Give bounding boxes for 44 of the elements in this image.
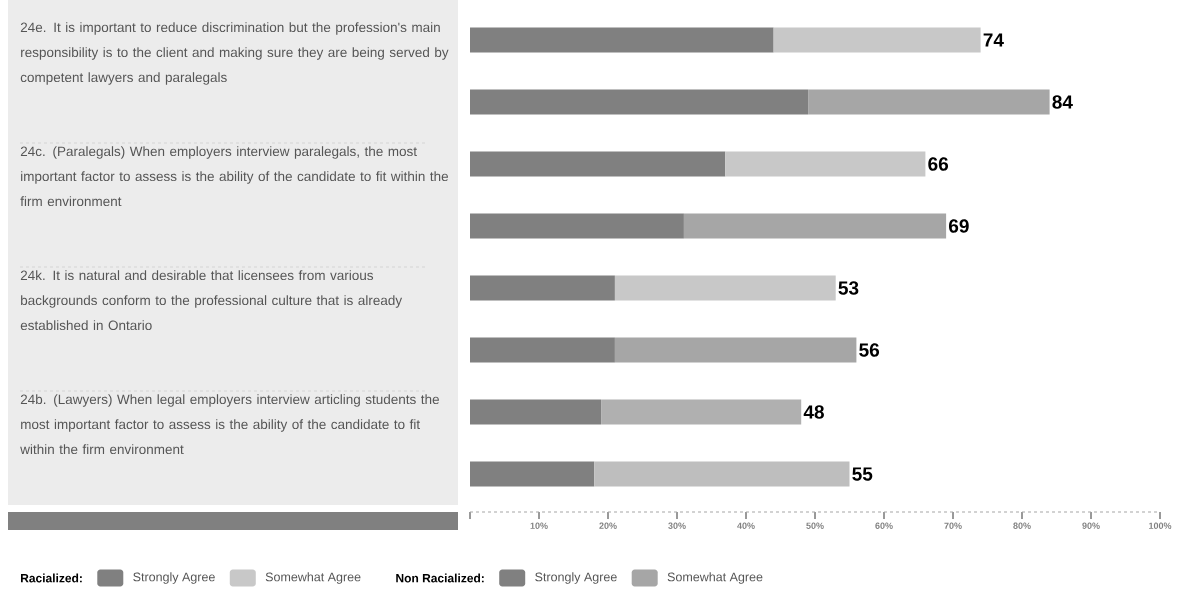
y-tick-label: 24e. It is important to reduce discrimination but the profession's main responsibility is to the client and making sure they are being served by competent lawyers and paralegals [20, 22, 449, 85]
y-tick-label: 24b. (Lawyers) When legal employers interview articling students the most important factor to assess is the ability of the candidate to fit within the firm environment [20, 394, 439, 455]
total-label: 48 [803, 405, 824, 419]
bar [614, 275, 836, 301]
legend-label: Strongly Agree [535, 572, 617, 584]
legend-label: Somewhat Agree [265, 572, 361, 584]
bar [470, 461, 595, 487]
x-tick-label: 30% [668, 522, 686, 529]
bar [773, 27, 981, 53]
legend-label: Somewhat Agree [667, 572, 763, 584]
total-label: 55 [852, 467, 873, 481]
total-label: 69 [949, 219, 969, 233]
x-tick-label: 60% [875, 522, 893, 529]
y-tick-label: 24c. (Paralegals) When employers interview paralegals, the most important factor to assess is the ability of the candidate to fit within the firm environment [20, 146, 449, 207]
total-label: 84 [1052, 95, 1073, 109]
x-tick-label: 100% [1149, 522, 1172, 529]
bar [808, 89, 1050, 115]
y-tick-label: 24k. It is natural and desirable that licensees from various backgrounds conform to the professional culture that is already established in Ontario [20, 270, 403, 331]
x-tick-label: 90% [1082, 522, 1100, 529]
total-label: 74 [983, 33, 1004, 47]
x-tick-label: 10% [530, 522, 548, 529]
bar [601, 399, 802, 425]
bar [683, 213, 947, 239]
total-label: 66 [928, 157, 949, 171]
bar [470, 337, 615, 363]
total-label: 53 [838, 281, 859, 295]
x-tick-label: 50% [806, 522, 824, 529]
total-label: 56 [859, 343, 880, 357]
bar [470, 89, 809, 115]
bar [470, 399, 602, 425]
bar [594, 461, 850, 487]
bar [725, 151, 926, 177]
x-tick-label: 70% [944, 522, 962, 529]
legend-label: Strongly Agree [133, 572, 215, 584]
bar [470, 275, 615, 301]
bar [470, 27, 774, 53]
bar [614, 337, 857, 363]
x-tick-label: 20% [599, 522, 617, 529]
x-tick-label: 80% [1013, 522, 1031, 529]
text: Non Racialized: [396, 573, 484, 583]
x-tick-label: 40% [737, 522, 755, 529]
text: Racialized: [21, 573, 82, 583]
bar [470, 151, 726, 177]
bar [470, 213, 684, 239]
